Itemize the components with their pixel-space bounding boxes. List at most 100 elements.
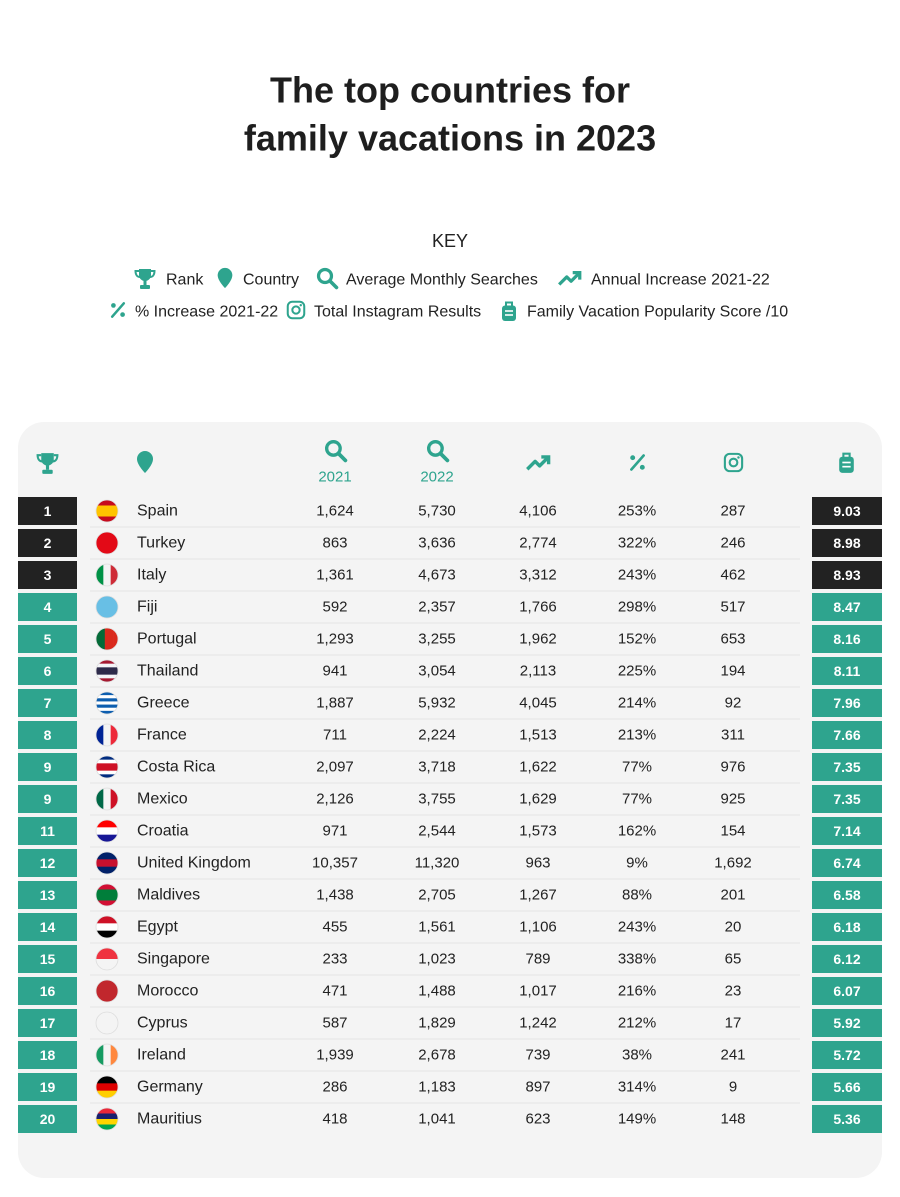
- score: 5.36: [833, 1111, 860, 1127]
- flag-stripe: [96, 707, 118, 712]
- score: 5.66: [833, 1079, 860, 1095]
- flag-stripe: [96, 834, 118, 842]
- key-icon: [134, 268, 156, 290]
- rank: 12: [40, 855, 56, 871]
- table-cell: 77%: [622, 759, 652, 776]
- table-cell: 925: [720, 791, 745, 808]
- table-cell: 1,887: [316, 695, 354, 712]
- table-cell: 212%: [618, 1015, 656, 1032]
- table-cell: 1,242: [519, 1015, 557, 1032]
- table-cell: 941: [322, 663, 347, 680]
- rank-box: [18, 593, 77, 621]
- table-cell: 1,561: [418, 919, 456, 936]
- flag-stripe: [96, 980, 118, 1002]
- table-cell: 194: [720, 663, 745, 680]
- table-cell: 216%: [618, 983, 656, 1000]
- flag-outline: [95, 563, 119, 587]
- country: Egypt: [137, 919, 178, 936]
- table-cell: 587: [322, 1015, 347, 1032]
- rank-box: [18, 497, 77, 525]
- flag: [96, 820, 118, 842]
- flag: [96, 788, 118, 810]
- flag-stripe: [96, 698, 118, 702]
- flag-outline: [95, 1107, 119, 1131]
- rank: 4: [44, 599, 52, 615]
- rank-box: [18, 721, 77, 749]
- score-box: [812, 657, 882, 685]
- table-cell: 739: [525, 1047, 550, 1064]
- table-cell: 243%: [618, 567, 656, 584]
- rank: 19: [40, 1079, 56, 1095]
- score-box: [812, 817, 882, 845]
- flag-outline: [95, 659, 119, 683]
- flag: [96, 1108, 118, 1130]
- table-cell: 17: [725, 1015, 742, 1032]
- flag-stripe: [96, 948, 118, 960]
- table-body: 1 Spain 1,624 5,730 4,106 253% 287 9.03 2 Turkey 8…: [18, 497, 882, 1133]
- flag: [96, 1076, 118, 1098]
- score-box: [812, 625, 882, 653]
- country: Mauritius: [137, 1111, 202, 1128]
- score-box: [812, 945, 882, 973]
- flag-outline: [95, 819, 119, 843]
- table-cell: 3,312: [519, 567, 557, 584]
- flag-stripe: [103, 724, 111, 746]
- key-label: % Increase 2021-22: [135, 304, 278, 321]
- country: Portugal: [137, 631, 197, 648]
- table-cell: 623: [525, 1111, 550, 1128]
- flag-stripe: [96, 900, 118, 906]
- title-line: The top countries for: [270, 70, 630, 111]
- flag: [96, 852, 118, 874]
- rank: 9: [44, 759, 52, 775]
- table-cell: 253%: [618, 503, 656, 520]
- flag-stripe: [96, 532, 118, 554]
- flag-stripe: [113, 628, 118, 650]
- flag-stripe: [96, 866, 118, 874]
- table-cell: 3,718: [418, 759, 456, 776]
- table-cell: 1,267: [519, 887, 557, 904]
- table-cell: 471: [322, 983, 347, 1000]
- flag-stripe: [96, 674, 118, 679]
- table-cell: 1,939: [316, 1047, 354, 1064]
- score: 6.74: [833, 855, 860, 871]
- table-cell: 148: [720, 1111, 745, 1128]
- score: 8.16: [833, 631, 860, 647]
- flag-stripe: [103, 1044, 111, 1066]
- flag-stripe: [96, 1124, 118, 1130]
- score-box: [812, 689, 882, 717]
- rank: 7: [44, 695, 52, 711]
- flag-stripe: [96, 759, 118, 764]
- flag-stripe: [96, 788, 104, 810]
- rank: 11: [40, 823, 55, 839]
- flag-stripe: [104, 628, 110, 650]
- score-box: [812, 1041, 882, 1069]
- flag: [96, 628, 118, 650]
- table-cell: 287: [720, 503, 745, 520]
- table-cell: 462: [720, 567, 745, 584]
- flag-stripe: [96, 827, 118, 835]
- table-cell: 10,357: [312, 855, 358, 872]
- table-cell: 897: [525, 1079, 550, 1096]
- flag: [96, 660, 118, 682]
- country: Italy: [137, 567, 166, 584]
- flag-stripe: [96, 930, 118, 938]
- flag-stripe: [96, 667, 118, 672]
- flag-stripe: [96, 756, 118, 760]
- rank-box: [18, 1041, 77, 1069]
- header-year: 2022: [420, 469, 453, 486]
- flag-stripe: [96, 889, 118, 896]
- key-label: Average Monthly Searches: [346, 272, 538, 289]
- table-cell: 2,224: [418, 727, 456, 744]
- country: Maldives: [137, 887, 200, 904]
- flag-stripe: [96, 959, 118, 970]
- score-box: [812, 849, 882, 877]
- flag-stripe: [103, 788, 111, 810]
- table-cell: 971: [322, 823, 347, 840]
- rank: 16: [40, 983, 56, 999]
- table-cell: 162%: [618, 823, 656, 840]
- flag: [96, 1012, 118, 1034]
- table-cell: 286: [322, 1079, 347, 1096]
- table-cell: 92: [725, 695, 742, 712]
- score-box: [812, 1105, 882, 1133]
